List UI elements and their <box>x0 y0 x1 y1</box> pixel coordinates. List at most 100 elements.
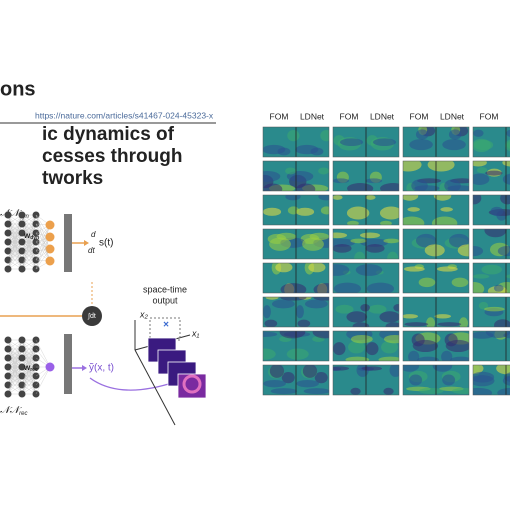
w-rec: wrec <box>23 363 38 373</box>
panel-border <box>402 364 470 396</box>
blob <box>441 350 453 361</box>
blob <box>263 170 281 182</box>
panel-border <box>472 364 510 396</box>
blob <box>389 365 399 377</box>
edge <box>21 339 37 359</box>
title-line: ic dynamics of <box>42 124 175 145</box>
neuron <box>18 354 26 362</box>
panel-pair <box>263 365 329 395</box>
blob <box>346 206 370 220</box>
edge <box>21 214 37 234</box>
neuron <box>4 336 12 344</box>
blob <box>424 244 445 257</box>
blob <box>365 243 385 253</box>
neuron <box>18 211 26 219</box>
blob <box>263 379 286 388</box>
edge <box>35 214 51 250</box>
panel-border <box>472 262 510 294</box>
blob <box>457 244 469 257</box>
blob <box>285 195 301 201</box>
blob <box>360 304 370 312</box>
blob <box>310 147 324 156</box>
nn-sub: rec <box>19 411 27 417</box>
blob <box>419 387 444 395</box>
blob <box>407 207 420 212</box>
edge <box>21 357 37 395</box>
blob <box>393 304 399 312</box>
panel-pair <box>333 331 399 361</box>
blob <box>263 305 271 319</box>
w-dyn: wdyn <box>23 231 39 241</box>
blob <box>434 314 452 319</box>
deriv-s: s(t) <box>99 238 113 249</box>
blob <box>313 297 329 301</box>
blob <box>417 356 440 361</box>
panel-border <box>262 160 330 192</box>
deriv-d: d <box>91 230 96 239</box>
neuron <box>4 247 12 255</box>
blob <box>473 245 484 257</box>
norm-bar <box>64 334 72 394</box>
blob <box>473 161 487 167</box>
neuron <box>4 220 12 228</box>
column-label: LDNet <box>440 111 465 121</box>
edge <box>35 214 51 262</box>
blob <box>263 183 283 191</box>
panel-pair <box>473 161 510 191</box>
blob <box>404 322 429 327</box>
blob <box>478 301 489 310</box>
panel-pair <box>473 127 510 157</box>
edge <box>35 366 51 395</box>
blob <box>473 282 485 293</box>
blob <box>345 356 370 361</box>
blob <box>385 322 399 327</box>
blob <box>333 264 350 276</box>
nn-main: 𝒩𝒩 <box>0 405 23 416</box>
blob <box>263 331 278 337</box>
blob <box>360 238 388 247</box>
blob <box>313 283 329 293</box>
neuron <box>18 229 26 237</box>
neuron <box>4 265 12 273</box>
edge <box>7 339 23 377</box>
edge <box>7 357 23 395</box>
w-sub: rec <box>30 367 38 373</box>
panel-border <box>332 194 400 226</box>
blob <box>403 195 419 201</box>
blob <box>287 206 300 215</box>
blob <box>320 206 329 215</box>
edge <box>21 214 37 243</box>
blob <box>485 170 503 176</box>
deriv-dt: dt <box>88 246 95 255</box>
blob <box>383 334 399 344</box>
blob <box>497 245 510 257</box>
edge <box>21 339 37 377</box>
blob <box>383 387 394 395</box>
blob <box>473 195 482 205</box>
panel-pair <box>263 263 329 293</box>
edge <box>35 223 51 250</box>
blob <box>280 297 307 301</box>
norm-bar <box>64 214 72 272</box>
panel-border <box>262 330 330 362</box>
blob <box>431 216 458 225</box>
neuron <box>4 363 12 371</box>
curve-arrow <box>89 377 176 391</box>
panel-pair <box>333 297 399 327</box>
blob <box>387 251 399 259</box>
column-label: FOM <box>340 111 359 121</box>
neuron <box>18 345 26 353</box>
blob <box>320 130 329 142</box>
blob <box>415 129 429 140</box>
blob <box>296 379 319 388</box>
blob <box>447 185 469 191</box>
edge <box>7 339 23 359</box>
blob <box>503 372 510 382</box>
blob <box>473 139 494 151</box>
blob <box>506 129 510 137</box>
neuron <box>4 372 12 380</box>
panel-pair <box>333 263 399 293</box>
blob <box>302 365 318 378</box>
blob <box>368 304 387 314</box>
